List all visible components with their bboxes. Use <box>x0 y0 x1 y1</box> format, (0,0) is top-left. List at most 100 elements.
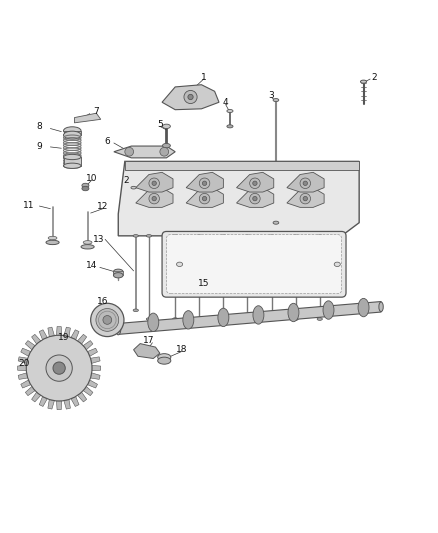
Text: 9: 9 <box>36 142 42 150</box>
Ellipse shape <box>46 240 59 245</box>
Polygon shape <box>88 380 98 388</box>
Ellipse shape <box>158 357 171 364</box>
Ellipse shape <box>334 262 340 266</box>
Circle shape <box>303 197 307 201</box>
Polygon shape <box>83 386 93 395</box>
Polygon shape <box>71 330 79 340</box>
Ellipse shape <box>113 269 123 274</box>
Ellipse shape <box>146 318 152 320</box>
Polygon shape <box>287 188 324 207</box>
Text: 13: 13 <box>93 235 104 244</box>
Polygon shape <box>91 357 100 364</box>
Ellipse shape <box>221 235 226 237</box>
Polygon shape <box>21 348 31 356</box>
Text: 11: 11 <box>23 201 34 209</box>
Ellipse shape <box>131 187 136 189</box>
Circle shape <box>253 197 257 201</box>
Text: 18: 18 <box>176 345 187 354</box>
Circle shape <box>250 193 260 204</box>
Polygon shape <box>162 85 219 110</box>
Polygon shape <box>48 399 54 409</box>
Polygon shape <box>186 172 223 192</box>
Polygon shape <box>78 392 87 402</box>
Polygon shape <box>125 161 359 170</box>
Circle shape <box>202 197 207 201</box>
Ellipse shape <box>197 318 202 320</box>
Text: 19: 19 <box>58 333 69 342</box>
Polygon shape <box>48 327 54 337</box>
Polygon shape <box>21 380 31 388</box>
Ellipse shape <box>227 125 233 128</box>
Polygon shape <box>57 327 62 335</box>
Text: 1: 1 <box>201 73 207 82</box>
Polygon shape <box>91 373 100 379</box>
Text: 6: 6 <box>104 137 110 146</box>
Circle shape <box>250 178 260 189</box>
Ellipse shape <box>64 155 81 159</box>
Ellipse shape <box>273 99 279 102</box>
Ellipse shape <box>197 235 202 237</box>
Ellipse shape <box>218 308 229 327</box>
Ellipse shape <box>173 318 178 320</box>
Polygon shape <box>39 330 47 340</box>
Ellipse shape <box>253 306 264 324</box>
Polygon shape <box>237 172 274 192</box>
Polygon shape <box>39 397 47 407</box>
Text: 16: 16 <box>97 297 109 306</box>
Ellipse shape <box>113 273 123 278</box>
Ellipse shape <box>133 235 138 237</box>
Polygon shape <box>287 172 324 192</box>
Polygon shape <box>74 113 101 123</box>
Ellipse shape <box>317 318 322 320</box>
Ellipse shape <box>173 235 178 237</box>
Ellipse shape <box>116 322 121 335</box>
FancyBboxPatch shape <box>162 231 346 297</box>
Ellipse shape <box>269 318 274 320</box>
Polygon shape <box>136 188 173 207</box>
Ellipse shape <box>273 221 279 224</box>
Ellipse shape <box>69 344 74 347</box>
Circle shape <box>184 91 197 103</box>
Circle shape <box>125 147 134 156</box>
Bar <box>113 271 123 275</box>
Circle shape <box>149 193 159 204</box>
Ellipse shape <box>293 235 298 237</box>
FancyBboxPatch shape <box>166 235 342 294</box>
Circle shape <box>149 178 159 189</box>
Text: 4: 4 <box>223 98 228 107</box>
Ellipse shape <box>269 235 274 237</box>
Text: 17: 17 <box>143 336 155 345</box>
Ellipse shape <box>82 187 89 191</box>
Text: 8: 8 <box>36 122 42 131</box>
Polygon shape <box>57 401 62 410</box>
Circle shape <box>253 181 257 185</box>
Circle shape <box>91 303 124 336</box>
Polygon shape <box>32 334 41 344</box>
Ellipse shape <box>64 127 81 135</box>
Ellipse shape <box>293 318 298 320</box>
Polygon shape <box>136 172 173 192</box>
Polygon shape <box>118 302 381 334</box>
Ellipse shape <box>64 131 81 139</box>
Polygon shape <box>134 344 160 359</box>
Circle shape <box>96 309 119 332</box>
Polygon shape <box>18 373 28 379</box>
Ellipse shape <box>245 235 250 237</box>
Circle shape <box>152 181 156 185</box>
Bar <box>64 157 81 166</box>
Circle shape <box>199 193 210 204</box>
Ellipse shape <box>82 183 89 188</box>
Polygon shape <box>64 399 71 409</box>
Ellipse shape <box>162 124 170 128</box>
Ellipse shape <box>81 245 94 249</box>
Polygon shape <box>88 348 98 356</box>
Polygon shape <box>237 188 274 207</box>
Circle shape <box>160 147 169 156</box>
Ellipse shape <box>317 235 322 237</box>
Text: 7: 7 <box>93 107 99 116</box>
Text: 2: 2 <box>372 73 377 82</box>
Ellipse shape <box>358 298 369 317</box>
Polygon shape <box>71 397 79 407</box>
Polygon shape <box>32 392 41 402</box>
Polygon shape <box>25 341 35 350</box>
